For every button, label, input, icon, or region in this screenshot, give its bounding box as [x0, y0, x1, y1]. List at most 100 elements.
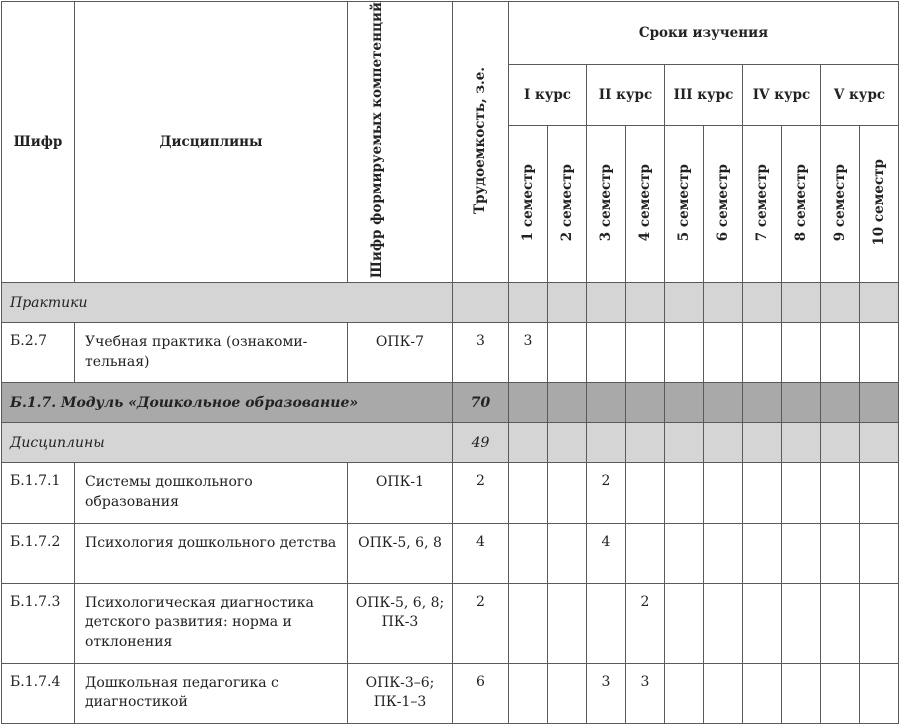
header-semester: 10 семестр [859, 125, 899, 284]
semester-cell [781, 582, 821, 664]
semester-cell [859, 582, 899, 664]
semester-cell [664, 422, 704, 464]
semester-cell [547, 382, 587, 424]
semester-cell [625, 522, 665, 584]
semester-cell [508, 662, 548, 724]
row-competencies: ОПК-3–6; ПК-1–3 [347, 662, 453, 724]
semester-cell: 2 [625, 582, 665, 664]
semester-cell [664, 382, 704, 424]
semester-cell [742, 422, 782, 464]
semester-cell [547, 282, 587, 324]
semester-cell [820, 462, 860, 524]
semester-cell [586, 322, 626, 384]
semester-cell [781, 522, 821, 584]
section-row: Дисциплины 49 [1, 422, 899, 464]
semester-cell [508, 422, 548, 464]
row-labor: 4 [452, 522, 509, 584]
section-title: Дисциплины [1, 422, 453, 464]
semester-cell [703, 422, 743, 464]
row-code: Б.1.7.3 [1, 582, 75, 664]
header-semester-text: 5 семестр [675, 163, 692, 241]
semester-cell: 3 [625, 662, 665, 724]
semester-cell [781, 282, 821, 324]
header-semester: 3 семестр [586, 125, 626, 284]
row-code: Б.1.7.4 [1, 662, 75, 724]
row-competencies: ОПК-5, 6, 8 [347, 522, 453, 584]
semester-cell [664, 462, 704, 524]
header-semester: 6 семестр [703, 125, 743, 284]
row-labor: 2 [452, 462, 509, 524]
table-row: Б.1.7.3 Психологическая диагностика детск… [1, 582, 899, 664]
header-course: IV курс [742, 63, 821, 127]
semester-cell [859, 662, 899, 724]
header-semester-text: 7 семестр [753, 163, 770, 241]
header-semester-text: 6 семестр [714, 163, 731, 241]
semester-cell [508, 462, 548, 524]
header-semester-text: 4 семестр [636, 163, 653, 241]
semester-cell [547, 422, 587, 464]
header-labor-text: Трудоемкость, з.е. [472, 66, 489, 214]
row-code: Б.1.7.1 [1, 462, 75, 524]
section-row: Б.1.7. Модуль «Дошкольное образование» 70 [1, 382, 899, 424]
semester-cell [625, 282, 665, 324]
semester-cell [820, 662, 860, 724]
header-course: I курс [508, 63, 587, 127]
semester-cell [742, 462, 782, 524]
table-row: Б.1.7.2 Психология дошкольного детства ОПК… [1, 522, 899, 584]
semester-cell [781, 422, 821, 464]
header-semester: 4 семестр [625, 125, 665, 284]
row-competencies: ОПК-7 [347, 322, 453, 384]
semester-cell [742, 322, 782, 384]
semester-cell [547, 522, 587, 584]
semester-cell [820, 322, 860, 384]
semester-cell [781, 462, 821, 524]
semester-cell [508, 282, 548, 324]
semester-cell [742, 282, 782, 324]
header-semester: 2 семестр [547, 125, 587, 284]
table-row: Б.1.7.4 Дошкольная педагогика с диагности… [1, 662, 899, 724]
semester-cell [547, 662, 587, 724]
header-semester: 9 семестр [820, 125, 860, 284]
header-course: II курс [586, 63, 665, 127]
row-code: Б.2.7 [1, 322, 75, 384]
row-code: Б.1.7.2 [1, 522, 75, 584]
semester-cell [547, 582, 587, 664]
section-row: Практики [1, 282, 899, 324]
semester-cell [820, 582, 860, 664]
semester-cell [547, 462, 587, 524]
semester-cell [820, 422, 860, 464]
semester-cell [859, 382, 899, 424]
semester-cell [703, 322, 743, 384]
semester-cell [742, 522, 782, 584]
row-discipline: Психологическая диагностика детского раз… [74, 582, 348, 664]
header-competencies: Шифр формируемых компетенций [347, 0, 453, 284]
semester-cell [781, 382, 821, 424]
section-title: Б.1.7. Модуль «Дошкольное образование» [1, 382, 453, 424]
semester-cell [664, 322, 704, 384]
table-row: Б.2.7 Учебная практика (ознакоми-тельная)… [1, 322, 899, 384]
semester-cell [859, 282, 899, 324]
row-discipline: Системы дошкольного образования [74, 462, 348, 524]
semester-cell [586, 582, 626, 664]
semester-cell: 2 [586, 462, 626, 524]
row-labor: 6 [452, 662, 509, 724]
semester-cell [625, 382, 665, 424]
row-competencies: ОПК-1 [347, 462, 453, 524]
header-terms: Сроки изучения [508, 1, 899, 65]
header-labor: Трудоемкость, з.е. [452, 0, 509, 284]
semester-cell: 3 [586, 662, 626, 724]
semester-cell [625, 322, 665, 384]
header-semester-text: 9 семестр [831, 163, 848, 241]
semester-cell [859, 522, 899, 584]
row-competencies: ОПК-5, 6, 8; ПК-3 [347, 582, 453, 664]
semester-cell [703, 282, 743, 324]
header-course: III курс [664, 63, 743, 127]
semester-cell [508, 582, 548, 664]
header-code: Шифр [1, 0, 75, 284]
semester-cell [508, 382, 548, 424]
header-discipline: Дисциплины [74, 0, 348, 284]
semester-cell [664, 522, 704, 584]
semester-cell [820, 522, 860, 584]
semester-cell [703, 662, 743, 724]
